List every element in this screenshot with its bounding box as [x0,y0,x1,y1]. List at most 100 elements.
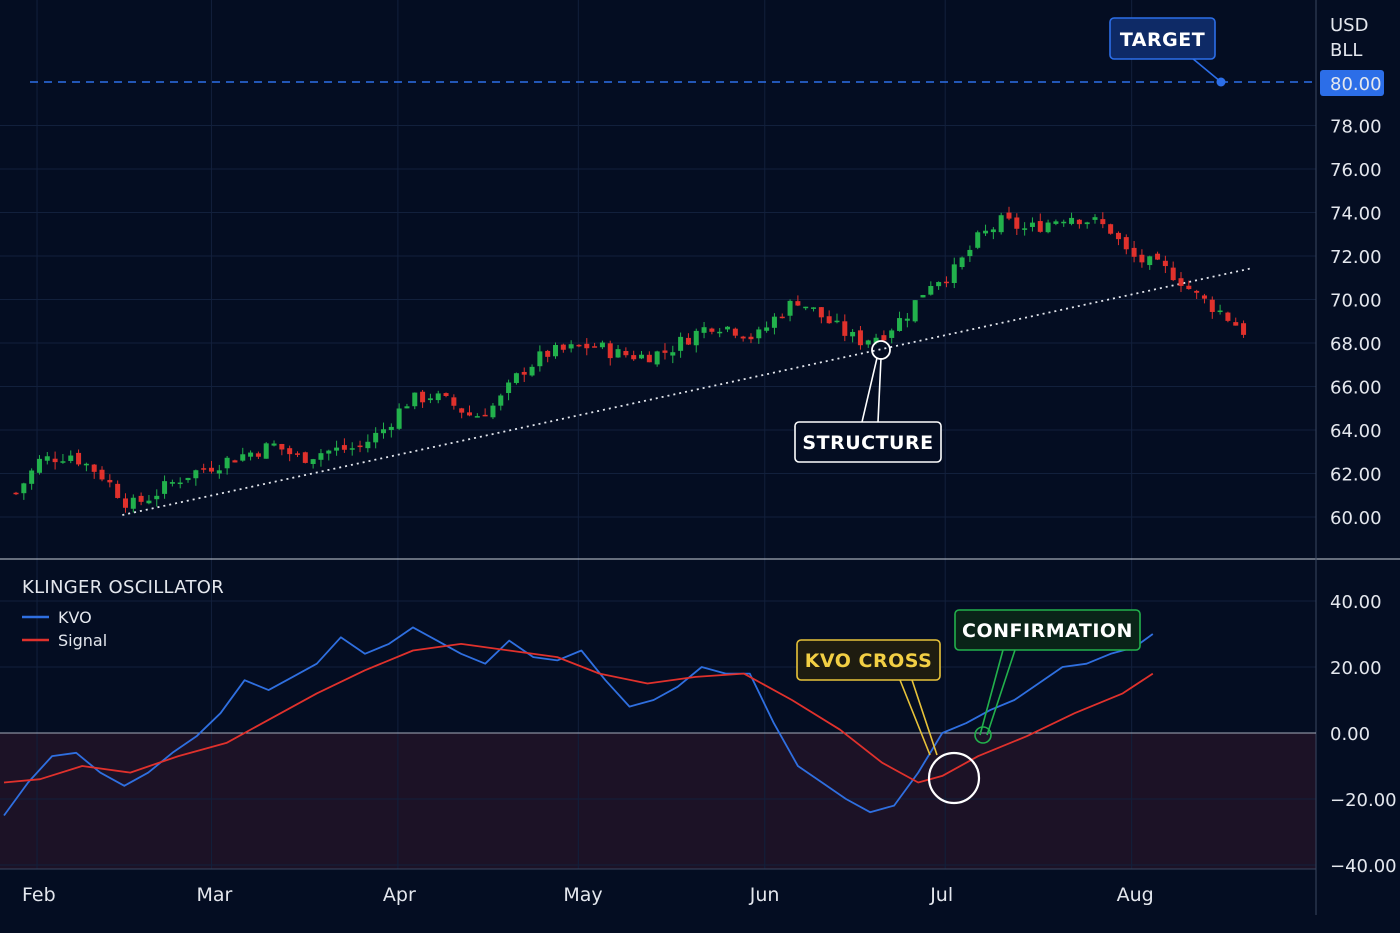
candle-body [513,373,519,383]
candle-body [748,336,754,340]
candle-body [717,331,723,334]
price-tick-label: 60.00 [1330,508,1382,529]
candle-body [334,447,340,451]
candle-body [1006,212,1012,219]
candle-body [373,432,379,443]
candle-body [412,392,418,407]
candle-body [498,395,504,406]
candle-body [60,461,66,463]
month-label: May [563,884,602,906]
candle-body [1123,237,1129,250]
candle-body [1076,219,1082,225]
candle-body [1053,221,1059,224]
price-tick-label: 70.00 [1330,291,1382,312]
candle-body [631,355,637,360]
candle-body [240,454,246,461]
candle-body [248,452,254,457]
candle-body [732,328,738,336]
candle-body [897,318,903,331]
candle-body [349,448,355,450]
candle-body [975,232,981,248]
candle-body [850,331,856,337]
candle-body [310,459,316,464]
candle-body [263,443,269,459]
candle-body [1186,285,1192,290]
candle-body [865,340,871,345]
kvo-cross-callout-label: KVO CROSS [805,650,933,672]
candle-body [615,349,621,358]
kvo-cross-callout-pointer [899,679,938,756]
month-label: Jul [929,884,953,906]
negative-zone [0,733,1316,869]
candle-body [29,470,35,484]
candle-body [1155,253,1161,260]
structure-callout [794,421,942,463]
candle-body [420,391,426,403]
candle-body [560,344,566,350]
price-axis-unit: USD [1330,15,1368,36]
candle-body [341,445,347,450]
candle-body [826,316,832,324]
candle-body [1147,256,1153,266]
candle-body [506,382,512,394]
oscillator-axis-ticks: 40.00 20.00 0.00 −20.00 −40.00 [1330,592,1397,877]
target-callout-pointer [1191,57,1222,83]
candle-body [545,350,551,357]
candle-body [1225,312,1231,321]
candle-body [1045,222,1051,233]
candle-body [435,393,441,401]
candle-body [122,498,128,508]
candle-body [1022,228,1028,230]
candle-body [52,458,58,463]
confirmation-callout-pointer [979,649,1016,736]
candle-body [521,371,527,375]
candle-body [490,405,496,418]
candle-body [662,350,668,353]
candle-body [818,307,824,318]
candle-body [1084,222,1090,225]
candle-body [302,452,308,463]
candle-body [1178,278,1184,286]
candle-body [881,335,887,341]
price-tick-label: 68.00 [1330,334,1382,355]
candle-body [1217,310,1223,313]
candle-body [1029,222,1035,227]
candle-body [1108,224,1114,234]
candle-body [36,458,42,473]
legend-signal-label: Signal [58,631,107,650]
oscillator-tick-label: 20.00 [1330,658,1382,679]
current-price-badge [1320,70,1384,96]
candle-body [623,351,629,356]
legend-kvo-label: KVO [58,608,92,627]
target-point [1216,77,1226,87]
target-callout-label: TARGET [1120,29,1205,51]
candle-body [1162,260,1168,267]
candle-body [936,282,942,287]
candle-body [326,450,332,454]
candle-body [639,354,645,359]
candle-body [380,429,386,434]
candle-body [842,321,848,336]
candle-body [693,330,699,346]
price-axis-ticks: 78.00 76.00 74.00 72.00 70.00 68.00 66.00 64.00… [1330,117,1382,530]
candle-body [216,470,222,474]
target-callout [1109,17,1216,60]
price-tick-label: 78.00 [1330,117,1382,138]
candle-body [1100,219,1106,225]
candle-body [873,337,879,343]
candle-body [115,483,121,498]
candle-body [607,343,613,359]
candle-body [943,281,949,284]
candle-body [279,443,285,450]
candle-body [107,479,113,483]
candle-body [1201,295,1207,299]
candle-body [584,343,590,349]
candle-body [99,469,105,480]
candle-body [1233,322,1239,326]
candle-body [928,285,934,295]
candle-body [1139,254,1145,263]
candle-body [1241,323,1247,335]
candle-body [21,483,27,494]
signal-line [3,643,1154,784]
